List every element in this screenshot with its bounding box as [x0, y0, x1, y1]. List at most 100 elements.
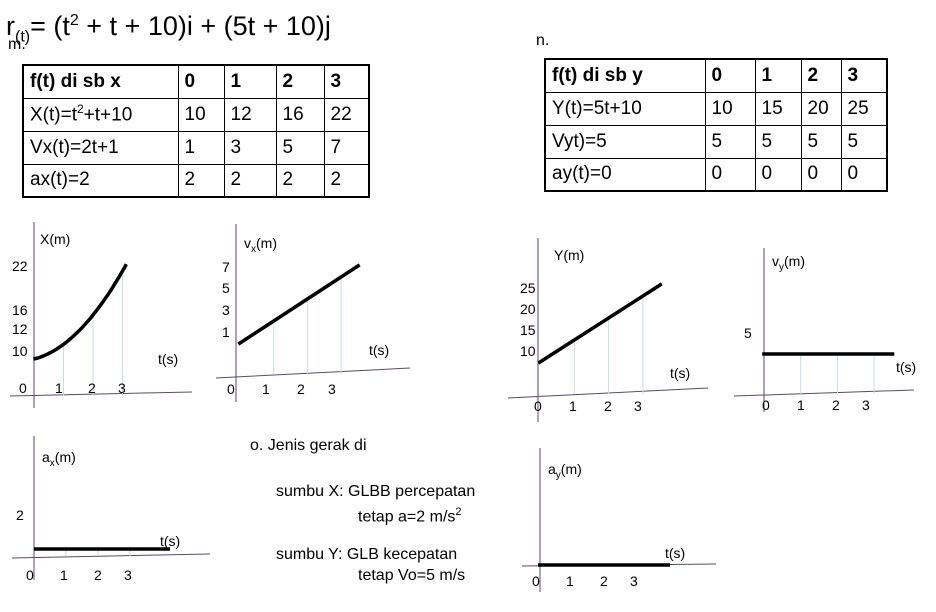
- y-tick-label: 20: [520, 301, 536, 317]
- y-axis-label: ax(m): [42, 449, 76, 469]
- data-curve: [32, 263, 128, 361]
- x-tick-label: 1: [262, 381, 270, 397]
- table-row: Y(t)=5t+10 10 15 20 25: [544, 91, 888, 126]
- table-cell: 25: [840, 91, 888, 126]
- x-tick-label: 1: [797, 397, 805, 413]
- x-tick-label: 0: [19, 380, 27, 396]
- row-label: ay(t)=0: [544, 157, 706, 192]
- x-tick-label: 0: [532, 573, 540, 589]
- table-header-cell: f(t) di sb y: [544, 58, 706, 93]
- y-tick-label: 10: [12, 343, 28, 359]
- table-y-axis: f(t) di sb y 0 1 2 3 Y(t)=5t+10 10 15 20…: [544, 58, 888, 192]
- x-tick-label: 2: [600, 573, 608, 589]
- x-tick-label: 0: [26, 567, 34, 583]
- table-header-cell: 3: [323, 64, 370, 99]
- x-axis-label: t(s): [369, 342, 389, 358]
- x-tick-label: 3: [630, 573, 638, 589]
- table-cell: 0: [840, 157, 888, 192]
- x-tick-label: 1: [569, 398, 577, 414]
- table-row: Vyt)=5 5 5 5 5: [544, 124, 888, 159]
- table-header-cell: 3: [840, 58, 888, 93]
- part-label-n: n.: [536, 32, 550, 49]
- table-cell: 2: [275, 163, 325, 198]
- row-label: Vx(t)=2t+1: [22, 130, 179, 165]
- table-cell: 7: [323, 130, 370, 165]
- plot-x-position: X(m) t(s) 22 16 12 10 0 1 2 3: [9, 222, 193, 408]
- table-cell: 1: [177, 130, 225, 165]
- x-tick-label: 3: [328, 381, 336, 397]
- x-axis-line: [733, 389, 915, 397]
- table-cell: 0: [800, 157, 842, 192]
- x-tick-label: 3: [124, 567, 132, 583]
- table-cell: 3: [223, 130, 277, 165]
- motion-y-line2: tetap Vo=5 m/s: [358, 567, 466, 584]
- x-axis-line: [215, 367, 411, 379]
- table-cell: 5: [704, 124, 756, 159]
- x-tick-label: 2: [297, 381, 305, 397]
- y-tick-label: 22: [12, 258, 28, 274]
- table-cell: 5: [840, 124, 888, 159]
- x-axis-line: [9, 391, 193, 397]
- y-axis-label: vx(m): [244, 235, 277, 255]
- x-tick-label: 3: [634, 398, 642, 414]
- y-tick-label: 16: [12, 302, 28, 318]
- y-axis-label: X(m): [40, 231, 70, 247]
- table-header-cell: 1: [223, 64, 277, 99]
- table-cell: 5: [800, 124, 842, 159]
- y-axis-label: vy(m): [772, 253, 805, 273]
- table-cell: 22: [323, 97, 370, 132]
- y-tick-label: 2: [16, 507, 24, 523]
- y-tick-label: 7: [222, 259, 230, 275]
- table-cell: 10: [704, 91, 756, 126]
- x-axis-label: t(s): [670, 365, 690, 381]
- x-tick-label: 2: [94, 567, 102, 583]
- row-label: ax(t)=2: [22, 163, 179, 198]
- x-axis-label: t(s): [158, 351, 178, 367]
- table-x-axis: f(t) di sb x 0 1 2 3 X(t)=t2+t+10 10 12 …: [22, 64, 370, 198]
- table-row: Vx(t)=2t+1 1 3 5 7: [22, 130, 370, 165]
- x-tick-label: 0: [534, 398, 542, 414]
- motion-y-line1: sumbu Y: GLB kecepatan: [276, 546, 458, 563]
- table-header-cell: 1: [754, 58, 802, 93]
- y-tick-label: 15: [520, 322, 536, 338]
- motion-heading: o. Jenis gerak di: [250, 437, 367, 454]
- y-tick-label: 12: [12, 321, 28, 337]
- x-axis-label: t(s): [665, 545, 685, 561]
- table-cell: 2: [223, 163, 277, 198]
- y-axis-label: Y(m): [554, 247, 584, 263]
- y-tick-label: 1: [222, 324, 230, 340]
- y-tick-label: 25: [520, 280, 536, 296]
- table-header-cell: 2: [275, 64, 325, 99]
- table-cell: 2: [177, 163, 225, 198]
- table-cell: 20: [800, 91, 842, 126]
- row-label: Vyt)=5: [544, 124, 706, 159]
- table-header-cell: 0: [177, 64, 225, 99]
- part-label-m: m.: [8, 36, 26, 53]
- table-cell: 5: [754, 124, 802, 159]
- table-header-cell: 0: [704, 58, 756, 93]
- data-curve: [237, 263, 361, 346]
- table-row: X(t)=t2+t+10 10 12 16 22: [22, 97, 370, 132]
- table-cell: 5: [275, 130, 325, 165]
- row-label: Y(t)=5t+10: [544, 91, 706, 126]
- y-tick-label: 5: [744, 325, 752, 341]
- y-axis-label: ay(m): [548, 461, 582, 481]
- plot-x-acceleration: ax(m) t(s) 2 0 1 2 3: [11, 436, 211, 583]
- y-tick-label: 10: [520, 343, 536, 359]
- table-row: ax(t)=2 2 2 2 2: [22, 163, 370, 198]
- table-cell: 0: [754, 157, 802, 192]
- table-header-row: f(t) di sb x 0 1 2 3: [22, 64, 370, 99]
- table-header-row: f(t) di sb y 0 1 2 3: [544, 58, 888, 93]
- x-axis-label: t(s): [160, 533, 180, 549]
- table-header-cell: 2: [800, 58, 842, 93]
- plot-x-velocity: vx(m) t(s) 7 5 3 1 0 1 2 3: [215, 224, 411, 402]
- motion-x-line2: tetap a=2 m/s2: [358, 506, 462, 526]
- equation-title: r(t)= (t2 + t + 10)i + (5t + 10)j: [6, 11, 331, 46]
- x-tick-label: 1: [55, 380, 63, 396]
- x-axis-line: [507, 387, 709, 399]
- x-tick-label: 2: [88, 380, 96, 396]
- x-tick-label: 3: [118, 380, 126, 396]
- table-cell: 16: [275, 97, 325, 132]
- plot-y-velocity: vy(m) t(s) 5 0 1 2 3: [733, 248, 916, 413]
- motion-x-line1: sumbu X: GLBB percepatan: [276, 483, 476, 500]
